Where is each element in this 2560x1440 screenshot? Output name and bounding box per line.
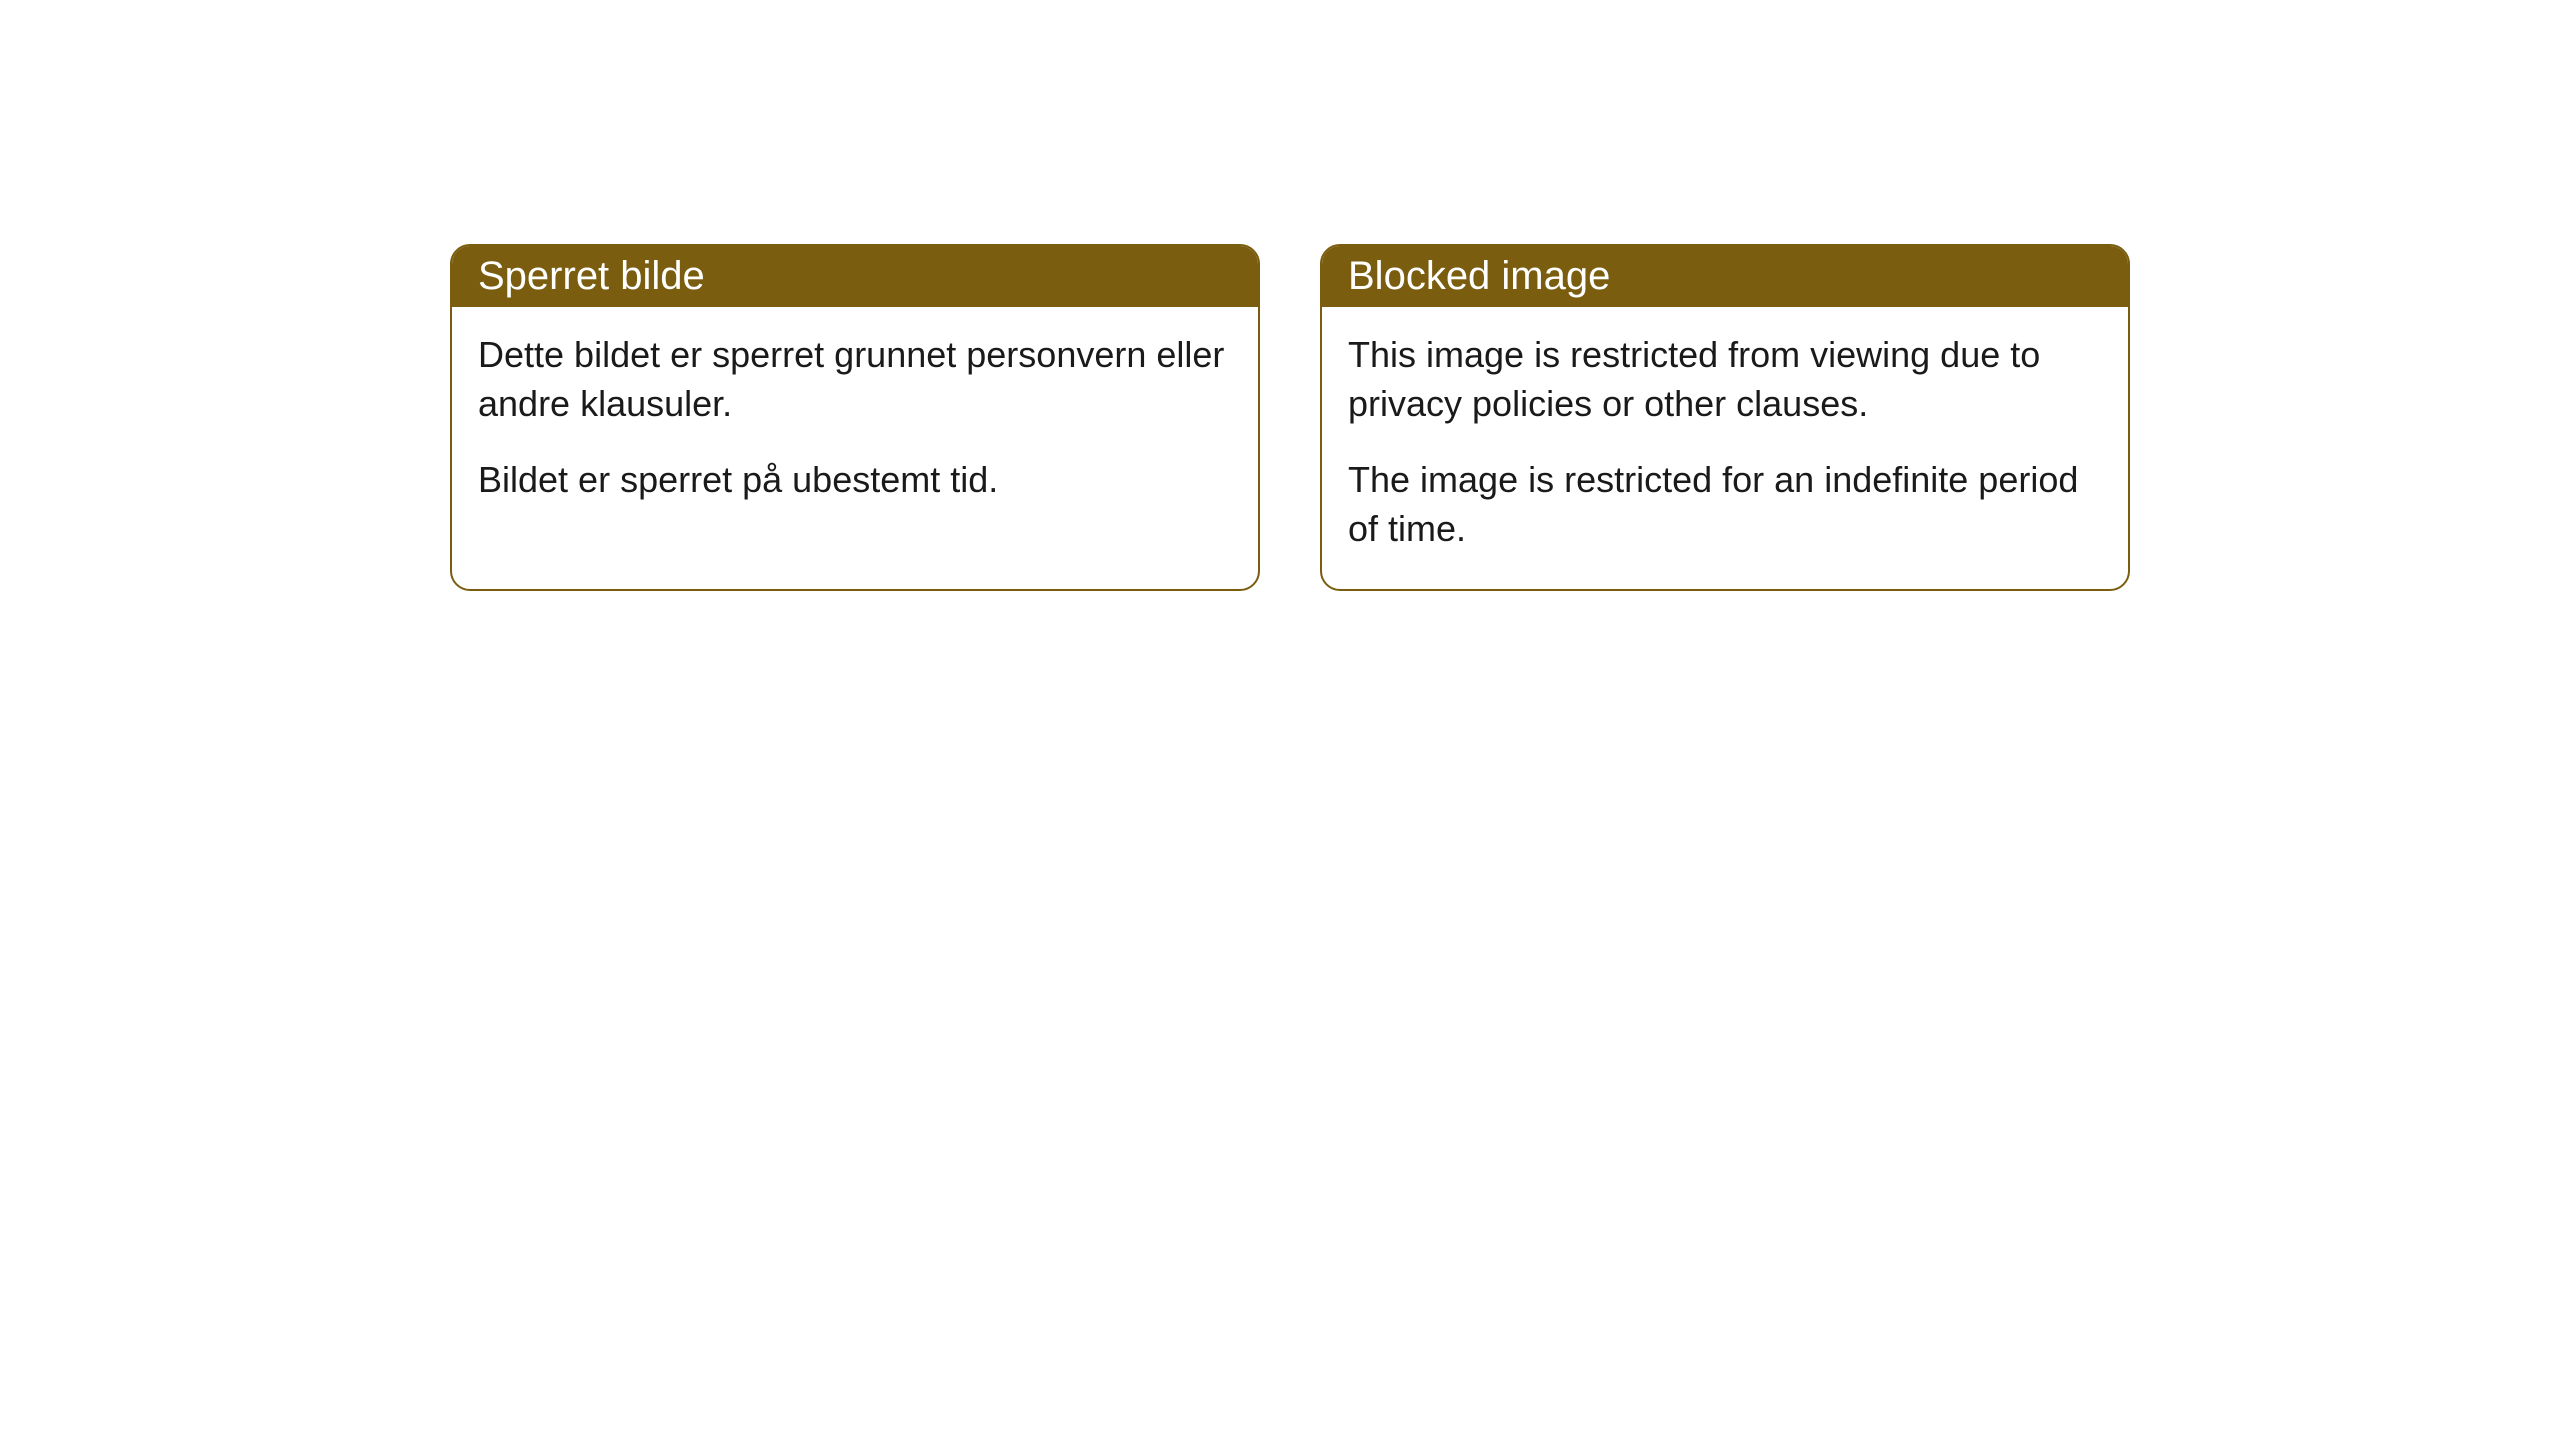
card-paragraph: This image is restricted from viewing du… bbox=[1348, 331, 2102, 428]
card-body-english: This image is restricted from viewing du… bbox=[1322, 307, 2128, 589]
card-paragraph: Dette bildet er sperret grunnet personve… bbox=[478, 331, 1232, 428]
card-paragraph: The image is restricted for an indefinit… bbox=[1348, 456, 2102, 553]
card-english: Blocked image This image is restricted f… bbox=[1320, 244, 2130, 591]
card-body-norwegian: Dette bildet er sperret grunnet personve… bbox=[452, 307, 1258, 541]
card-header-english: Blocked image bbox=[1322, 246, 2128, 307]
cards-container: Sperret bilde Dette bildet er sperret gr… bbox=[450, 244, 2130, 591]
card-paragraph: Bildet er sperret på ubestemt tid. bbox=[478, 456, 1232, 505]
card-header-norwegian: Sperret bilde bbox=[452, 246, 1258, 307]
card-norwegian: Sperret bilde Dette bildet er sperret gr… bbox=[450, 244, 1260, 591]
